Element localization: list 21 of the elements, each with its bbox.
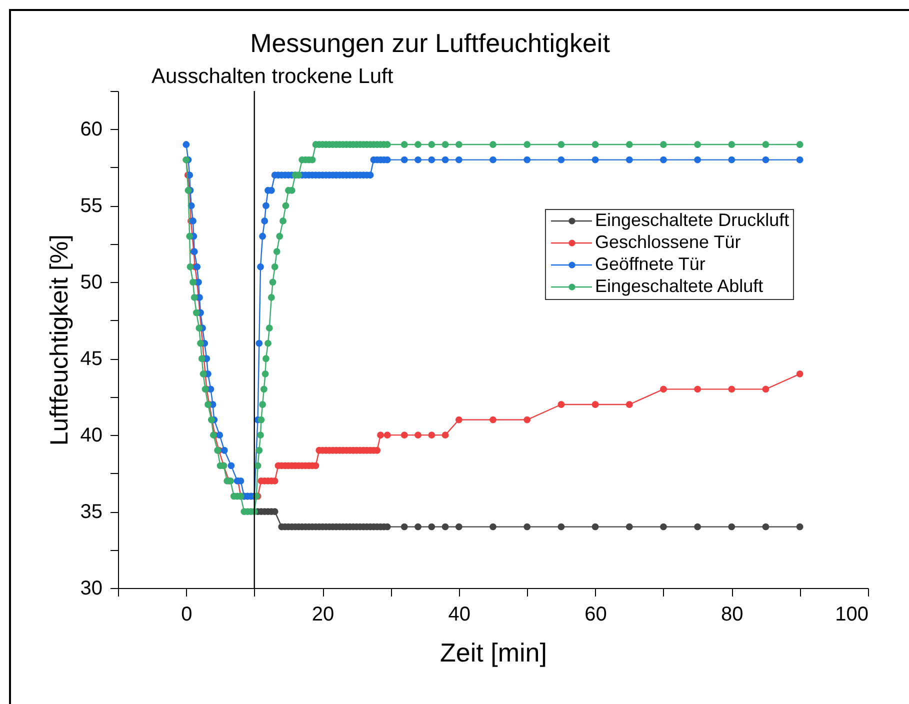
ref-line-label: Ausschalten trockene Luft bbox=[152, 65, 394, 88]
x-tick-label: 20 bbox=[312, 604, 334, 626]
y-tick-label: 55 bbox=[80, 195, 102, 218]
chart-title: Messungen zur Luftfeuchtigkeit bbox=[250, 28, 611, 58]
x-tick-label: 0 bbox=[181, 604, 192, 626]
y-axis-title: Luftfeuchtigkeit [%] bbox=[45, 234, 74, 446]
y-tick-label: 35 bbox=[80, 501, 102, 524]
x-tick-label: 60 bbox=[584, 604, 607, 626]
x-tick-label: 40 bbox=[448, 604, 471, 626]
y-tick-label: 60 bbox=[80, 118, 102, 141]
x-tick-label: 100 bbox=[835, 604, 868, 626]
legend-label: Geöffnete Tür bbox=[595, 254, 706, 274]
legend-label: Eingeschaltete Druckluft bbox=[595, 210, 790, 230]
y-tick-label: 40 bbox=[80, 424, 102, 447]
x-axis-title: Zeit [min] bbox=[440, 638, 547, 668]
legend-label: Geschlossene Tür bbox=[595, 232, 741, 252]
y-tick-label: 30 bbox=[80, 578, 102, 600]
x-tick-label: 80 bbox=[721, 604, 744, 626]
y-tick-label: 45 bbox=[80, 348, 102, 370]
legend-label: Eingeschaltete Abluft bbox=[595, 276, 764, 296]
y-tick-label: 50 bbox=[80, 272, 102, 294]
